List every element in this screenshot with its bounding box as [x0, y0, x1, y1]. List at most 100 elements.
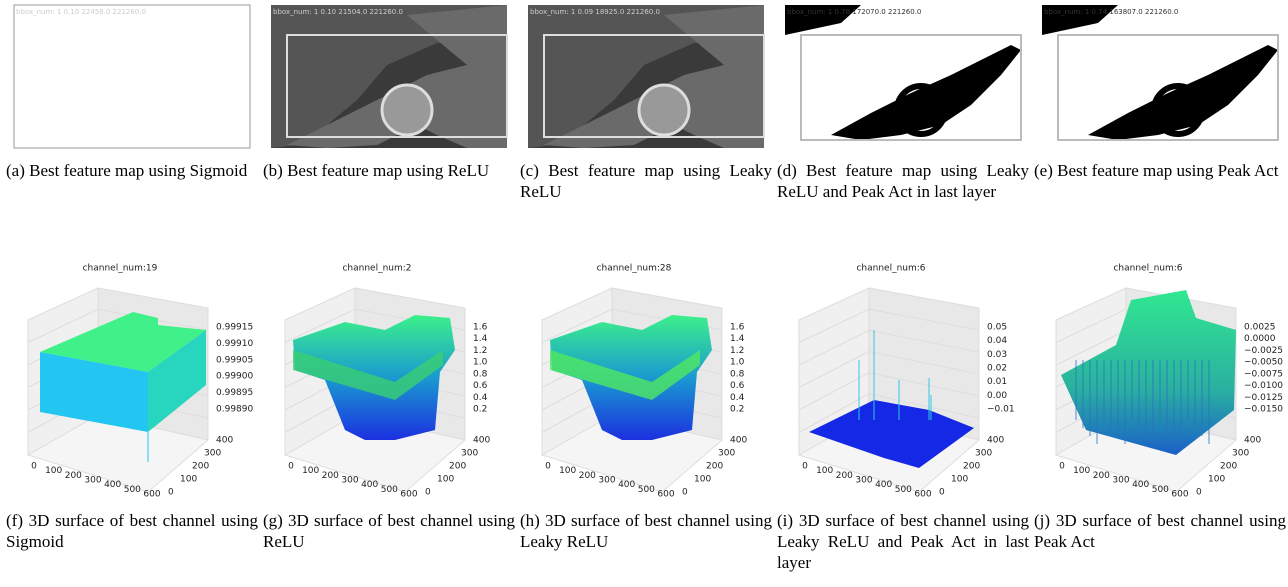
- x-tick-label: 400: [618, 480, 635, 490]
- x-tick-label: 100: [45, 466, 62, 476]
- z-tick-label: 1.0: [730, 358, 745, 368]
- z-tick-label: 0.2: [473, 405, 487, 415]
- z-tick-label: −0.0150: [1244, 405, 1283, 415]
- y-tick-label: 400: [1244, 436, 1261, 446]
- caption: (f) 3D surface of best channel using Sig…: [6, 510, 258, 552]
- caption: (g) 3D surface of best channel using ReL…: [263, 510, 515, 552]
- x-tick-label: 400: [104, 480, 121, 490]
- z-tick-label: −0.0125: [1244, 393, 1283, 403]
- x-tick-label: 200: [65, 471, 82, 481]
- z-tick-label: 0.6: [473, 381, 488, 391]
- x-tick-label: 300: [855, 476, 872, 486]
- plot-title: channel_num:19: [83, 264, 158, 274]
- x-tick-label: 500: [895, 485, 912, 495]
- y-tick-label: 400: [473, 436, 490, 446]
- caption: (h) 3D surface of best channel using Lea…: [520, 510, 772, 552]
- x-tick-label: 400: [1132, 480, 1149, 490]
- z-tick-label: 0.00: [987, 391, 1007, 401]
- z-tick-label: 0.03: [987, 350, 1007, 360]
- bbox-label: bbox_num: 1 0.78 172070.0 221260.0: [787, 8, 921, 16]
- y-tick-label: 300: [204, 449, 221, 459]
- y-tick-label: 300: [1232, 449, 1249, 459]
- z-tick-label: 1.6: [730, 323, 745, 333]
- x-tick-label: 600: [400, 490, 417, 500]
- x-tick-label: 500: [638, 485, 655, 495]
- x-tick-label: 400: [875, 480, 892, 490]
- z-tick-label: −0.0075: [1244, 369, 1283, 379]
- x-tick-label: 100: [1073, 466, 1090, 476]
- x-tick-label: 0: [1059, 462, 1065, 472]
- x-tick-label: 0: [545, 462, 551, 472]
- z-tick-label: 1.2: [730, 346, 744, 356]
- plot-title: channel_num:2: [342, 264, 411, 274]
- y-tick-label: 300: [461, 449, 478, 459]
- x-tick-label: 200: [322, 471, 339, 481]
- bbox-label: bbox_num: 1 0.10 22458.0 221260.0: [16, 8, 146, 16]
- x-tick-label: 0: [802, 462, 808, 472]
- x-tick-label: 600: [143, 490, 160, 500]
- x-tick-label: 200: [1093, 471, 1110, 481]
- y-tick-label: 400: [730, 436, 747, 446]
- x-tick-label: 200: [579, 471, 596, 481]
- x-tick-label: 600: [1171, 490, 1188, 500]
- z-tick-label: 0.02: [987, 364, 1007, 374]
- x-tick-label: 300: [598, 476, 615, 486]
- bbox-label: bbox_num: 1 0.74 163807.0 221260.0: [1044, 8, 1178, 16]
- z-tick-label: 1.2: [473, 346, 487, 356]
- caption: (e) Best feature map using Peak Act: [1034, 160, 1286, 181]
- z-tick-label: 0.4: [473, 393, 488, 403]
- y-tick-label: 300: [975, 449, 992, 459]
- x-tick-label: 600: [657, 490, 674, 500]
- z-tick-label: 0.99915: [216, 323, 253, 333]
- z-tick-label: 0.99890: [216, 405, 253, 415]
- x-tick-label: 600: [914, 490, 931, 500]
- bbox-label: bbox_num: 1 0.09 18925.0 221260.0: [530, 8, 660, 16]
- caption: (d) Best feature map using Leaky ReLU an…: [777, 160, 1029, 202]
- x-tick-label: 0: [288, 462, 294, 472]
- bbox-label: bbox_num: 1 0.10 21504.0 221260.0: [273, 8, 403, 16]
- z-tick-label: 0.99900: [216, 372, 253, 382]
- z-tick-label: 1.0: [473, 358, 488, 368]
- y-tick-label: 300: [718, 449, 735, 459]
- z-tick-label: −0.0025: [1244, 346, 1283, 356]
- caption: (b) Best feature map using ReLU: [263, 160, 515, 181]
- z-tick-label: 0.4: [730, 393, 745, 403]
- z-tick-label: 1.6: [473, 323, 488, 333]
- x-tick-label: 100: [559, 466, 576, 476]
- z-tick-label: 1.4: [730, 334, 745, 344]
- z-tick-label: 1.4: [473, 334, 488, 344]
- z-tick-label: 0.2: [730, 405, 744, 415]
- x-tick-label: 500: [381, 485, 398, 495]
- y-tick-label: 200: [706, 462, 723, 472]
- z-tick-label: 0.99910: [216, 339, 253, 349]
- y-tick-label: 200: [192, 462, 209, 472]
- z-tick-label: −0.0100: [1244, 381, 1283, 391]
- y-tick-label: 100: [951, 475, 968, 485]
- plot-title: channel_num:28: [597, 264, 672, 274]
- z-tick-label: 0.01: [987, 377, 1007, 387]
- y-tick-label: 200: [1220, 462, 1237, 472]
- y-tick-label: 100: [180, 475, 197, 485]
- y-tick-label: 200: [449, 462, 466, 472]
- x-tick-label: 300: [84, 476, 101, 486]
- z-tick-label: −0.0050: [1244, 358, 1283, 368]
- x-tick-label: 300: [341, 476, 358, 486]
- figure-graphics: bbox_num: 1 0.10 22458.0 221260.0 bbox_nu…: [0, 0, 1288, 587]
- y-tick-label: 0: [1196, 488, 1202, 498]
- y-tick-label: 400: [216, 436, 233, 446]
- x-tick-label: 100: [816, 466, 833, 476]
- x-tick-label: 200: [836, 471, 853, 481]
- wheel: [382, 85, 432, 135]
- y-tick-label: 200: [963, 462, 980, 472]
- caption: (i) 3D surface of best channel using Lea…: [777, 510, 1029, 573]
- z-tick-label: 0.05: [987, 323, 1007, 333]
- z-tick-label: 0.0000: [1244, 334, 1276, 344]
- z-tick-label: 0.6: [730, 381, 745, 391]
- x-tick-label: 100: [302, 466, 319, 476]
- z-tick-label: −0.01: [987, 405, 1015, 415]
- feature-map: [14, 5, 250, 148]
- y-tick-label: 0: [939, 488, 945, 498]
- z-tick-label: 0.04: [987, 336, 1007, 346]
- plot-title: channel_num:6: [1113, 264, 1182, 274]
- z-tick-label: 0.99895: [216, 388, 253, 398]
